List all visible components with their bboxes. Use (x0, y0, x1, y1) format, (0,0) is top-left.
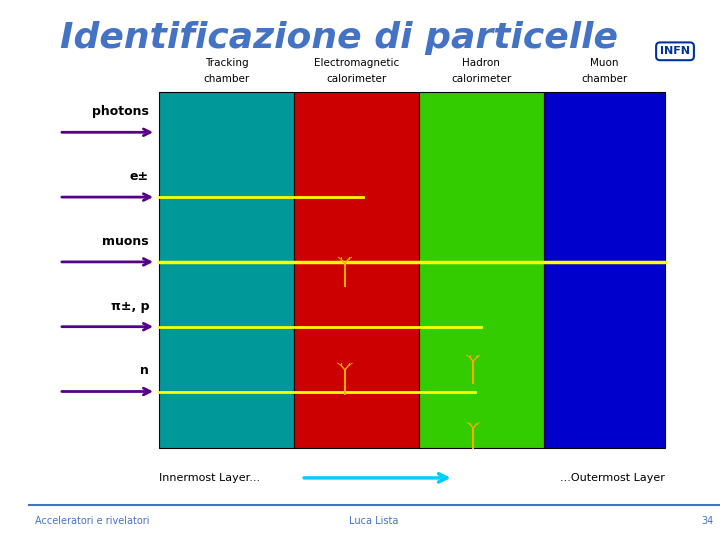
Text: Electromagnetic: Electromagnetic (314, 57, 400, 68)
Text: Luca Lista: Luca Lista (349, 516, 399, 526)
Text: ...Outermost Layer: ...Outermost Layer (559, 473, 665, 483)
Text: Identificazione di particelle: Identificazione di particelle (60, 21, 618, 55)
Text: calorimeter: calorimeter (327, 73, 387, 84)
Text: calorimeter: calorimeter (451, 73, 511, 84)
Text: e±: e± (130, 170, 149, 183)
Bar (419, 92, 544, 448)
Text: Innermost Layer...: Innermost Layer... (159, 473, 261, 483)
Text: 34: 34 (701, 516, 713, 526)
Text: Hadron: Hadron (462, 57, 500, 68)
Text: chamber: chamber (204, 73, 250, 84)
Text: π±, p: π±, p (110, 300, 149, 313)
Text: Acceleratori e rivelatori: Acceleratori e rivelatori (35, 516, 149, 526)
Bar (159, 92, 294, 448)
Text: photons: photons (92, 105, 149, 118)
Bar (544, 92, 665, 448)
Text: muons: muons (102, 235, 149, 248)
Text: Tracking: Tracking (205, 57, 248, 68)
Text: INFN: INFN (660, 46, 690, 56)
Text: chamber: chamber (581, 73, 627, 84)
Bar (294, 92, 419, 448)
Text: Muon: Muon (590, 57, 618, 68)
Text: n: n (140, 364, 149, 377)
